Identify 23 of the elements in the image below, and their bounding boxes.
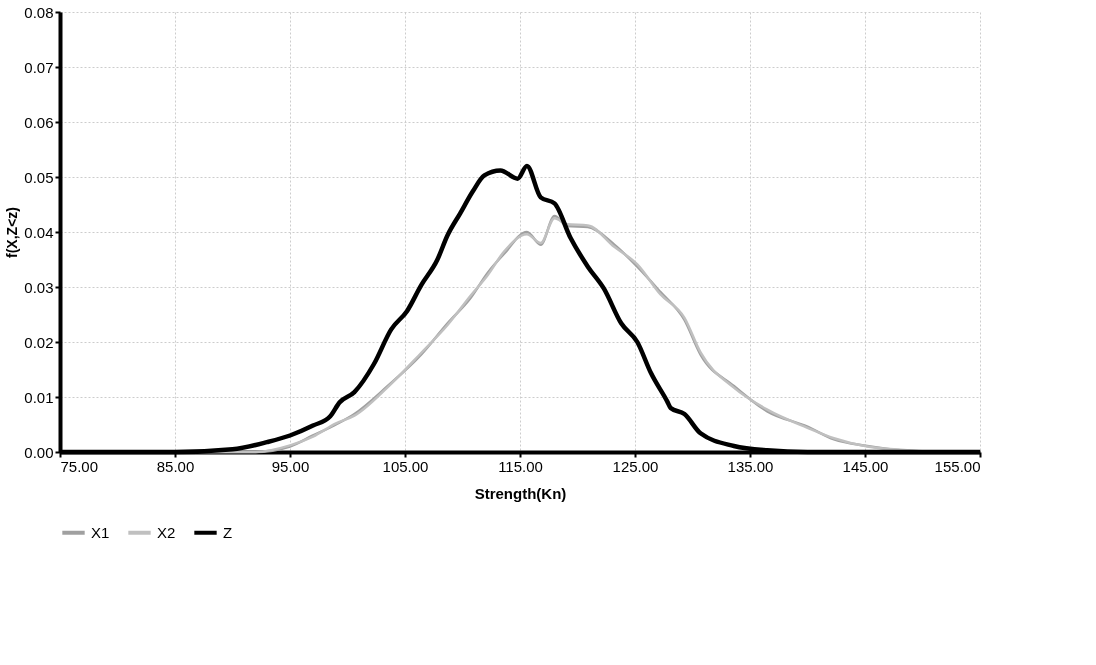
- legend-label: Z: [223, 523, 233, 541]
- x-tick-label: 85.00: [156, 457, 195, 475]
- x-tick-label: 105.00: [382, 457, 429, 475]
- y-tick-label: 0.04: [24, 223, 54, 241]
- y-tick-label: 0.01: [24, 388, 54, 406]
- y-tick-label: 0.06: [24, 113, 54, 131]
- x-tick-label: 145.00: [842, 457, 889, 475]
- legend-label: X1: [91, 523, 110, 541]
- x-tick-label: 155.00: [934, 457, 981, 475]
- y-tick-label: 0.05: [24, 168, 54, 186]
- y-tick-label: 0.02: [24, 333, 54, 351]
- legend-label: X2: [157, 523, 176, 541]
- x-tick-label: 115.00: [498, 457, 543, 475]
- y-tick-label: 0.00: [24, 443, 54, 461]
- y-tick-label: 0.07: [24, 58, 54, 76]
- y-tick-label: 0.03: [24, 278, 54, 296]
- y-axis-title: f(X,Z<z): [4, 207, 21, 258]
- x-tick-label: 135.00: [727, 457, 774, 475]
- y-tick-label: 0.08: [24, 3, 54, 21]
- x-axis-title: Strength(Kn): [474, 484, 567, 502]
- x-tick-label: 75.00: [60, 457, 99, 475]
- x-tick-label: 95.00: [271, 457, 310, 475]
- x-tick-label: 125.00: [612, 457, 659, 475]
